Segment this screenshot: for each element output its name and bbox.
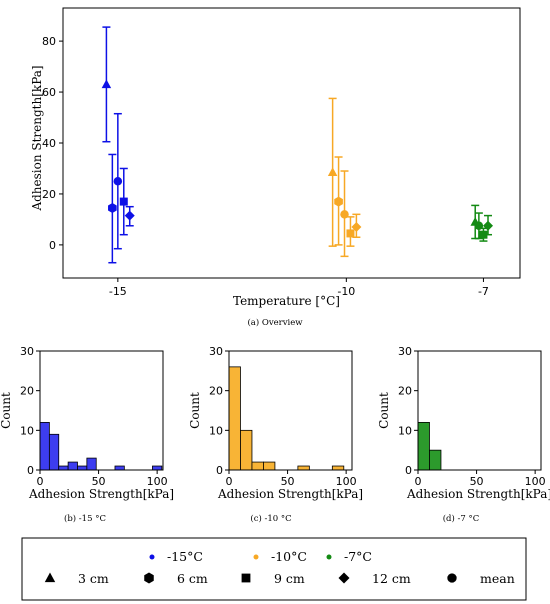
data-point-hexagon: [108, 202, 117, 213]
overview-chart: 0 20 40 60 80 -15 -10 -7 Temperature [°C] Adhesio…: [30, 7, 521, 308]
y-tick-label: 60: [42, 86, 56, 99]
data-point-diamond: [124, 210, 135, 221]
y-axis-label: Adhesion Strength[kPa]: [30, 65, 44, 211]
x-tick-label: 100: [147, 475, 168, 488]
legend-label-marker: 6 cm: [177, 571, 208, 586]
x-tick-label: 0: [37, 475, 44, 488]
y-axis-label: Count: [377, 392, 391, 429]
legend-label-marker: mean: [480, 571, 515, 586]
legend-label-temperature: -10°C: [271, 549, 307, 564]
caption-minus15: (b) -15 °C: [64, 513, 106, 524]
legend-frame: [21, 537, 527, 601]
caption-minus10: (c) -10 °C: [250, 513, 291, 524]
x-tick-label: 50: [281, 475, 295, 488]
y-tick-label: 10: [209, 424, 223, 437]
legend-marker-hexagon: [144, 572, 154, 584]
x-tick-label: 0: [415, 475, 422, 488]
x-tick-label: -7: [478, 285, 489, 298]
data-point-square: [479, 230, 488, 239]
y-axis-label: Count: [188, 392, 202, 429]
x-tick-label: 50: [92, 475, 106, 488]
y-tick-label: 0: [405, 464, 412, 477]
data-point-circle: [113, 176, 123, 186]
data-point-square: [346, 229, 355, 238]
histogram-bar: [152, 465, 163, 471]
caption-minus7: (d) -7 °C: [443, 513, 480, 524]
y-tick-label: 0: [27, 464, 34, 477]
legend-swatch-1: [149, 554, 155, 560]
plot-frame: [417, 350, 542, 471]
y-tick-label: 40: [42, 137, 56, 150]
legend-marker-circle: [447, 573, 457, 583]
data-point-square: [119, 197, 128, 206]
legend-marker-square: [241, 573, 251, 583]
y-tick-label: 30: [209, 345, 223, 358]
plot-frame: [228, 350, 353, 471]
histogram-bar: [417, 421, 430, 471]
x-tick-label: 100: [336, 475, 357, 488]
histogram-bar: [429, 449, 442, 471]
data-point-hexagon: [334, 196, 343, 207]
x-axis-label: Adhesion Strength[kPa]: [28, 487, 174, 501]
data-point-triangle: [101, 79, 112, 89]
legend-marker-triangle: [44, 572, 56, 583]
histogram-bar: [67, 461, 78, 471]
y-tick-label: 20: [20, 385, 34, 398]
histogram-bar: [77, 465, 88, 471]
legend: -15°C -10°C -7°C 3 cm 6 cm 9 cm 12 cm mean: [21, 537, 527, 601]
y-tick-label: 30: [20, 345, 34, 358]
x-tick-label: -10: [337, 285, 355, 298]
histogram-bar: [114, 465, 125, 471]
x-tick-label: 0: [226, 475, 233, 488]
y-axis-label: Count: [0, 392, 13, 429]
x-axis-label: Temperature [°C]: [233, 294, 340, 308]
histogram-bar: [86, 457, 97, 471]
histogram-bar: [39, 421, 50, 471]
y-tick-label: 80: [42, 35, 56, 48]
data-point-diamond: [351, 222, 362, 233]
legend-label-marker: 3 cm: [78, 571, 109, 586]
y-tick-label: 20: [42, 188, 56, 201]
data-point-diamond: [483, 220, 494, 231]
legend-label-marker: 12 cm: [372, 571, 411, 586]
histogram-bar: [58, 465, 69, 471]
y-tick-label: 30: [398, 345, 412, 358]
y-tick-label: 0: [216, 464, 223, 477]
x-tick-label: 100: [525, 475, 546, 488]
legend-marker-diamond: [338, 572, 350, 584]
caption-overview: (a) Overview: [247, 317, 303, 328]
x-axis-label: Adhesion Strength[kPa]: [217, 487, 363, 501]
plot-frame: [62, 7, 521, 279]
legend-label-temperature: -7°C: [344, 549, 372, 564]
y-tick-label: 0: [49, 239, 56, 252]
x-tick-label: 50: [470, 475, 484, 488]
y-tick-label: 10: [20, 424, 34, 437]
histogram-bar: [48, 433, 60, 471]
y-tick-label: 20: [398, 385, 412, 398]
legend-swatch-3: [326, 554, 332, 560]
legend-label-marker: 9 cm: [274, 571, 305, 586]
legend-label-temperature: -15°C: [167, 549, 203, 564]
y-tick-label: 20: [209, 385, 223, 398]
x-tick-label: -15: [109, 285, 127, 298]
x-axis-label: Adhesion Strength[kPa]: [406, 487, 550, 501]
histogram-bar: [240, 429, 253, 471]
data-point-triangle: [327, 167, 338, 177]
histogram-bar: [228, 366, 241, 471]
y-tick-label: 10: [398, 424, 412, 437]
plot-frame: [39, 350, 164, 471]
histogram-bar: [297, 465, 310, 471]
histogram-bar: [251, 461, 264, 471]
histogram-bar: [263, 461, 276, 471]
histogram-bar: [331, 465, 345, 471]
legend-swatch-2: [253, 554, 259, 560]
